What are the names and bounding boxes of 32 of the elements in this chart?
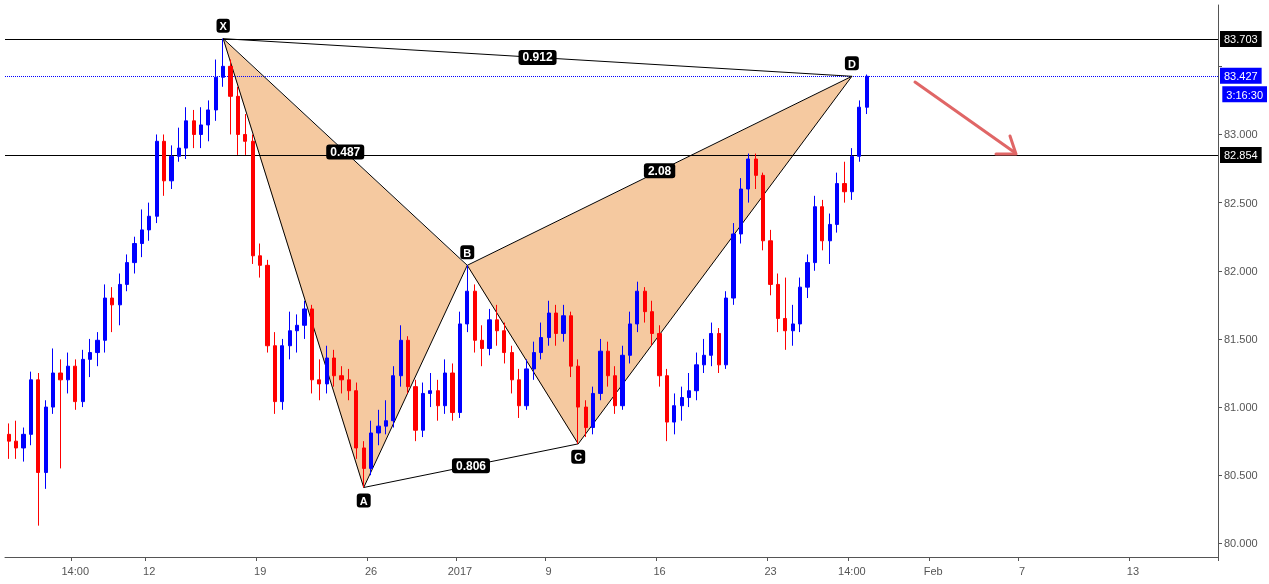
- y-tick-label: 82.000: [1224, 264, 1258, 277]
- y-tick-label: 81.000: [1224, 401, 1258, 414]
- x-tick-label: 19: [254, 564, 267, 577]
- x-tick-label: 7: [1018, 564, 1026, 577]
- ref-line-label: 82.854: [1224, 148, 1258, 161]
- ref-line-label: 83.427: [1224, 69, 1258, 82]
- x-tick-label: 23: [764, 564, 777, 577]
- y-tick-label: 83.000: [1224, 128, 1258, 141]
- annotation: 0.806: [455, 458, 487, 473]
- x-tick-label: 14:00: [61, 564, 90, 577]
- x-tick-label: 16: [653, 564, 666, 577]
- annotation: 0.487: [330, 145, 361, 159]
- x-tick-label: 14:00: [838, 564, 866, 577]
- y-tick-label: 82.500: [1224, 196, 1258, 209]
- x-tick-label: 26: [364, 564, 378, 577]
- data-label: X: [219, 20, 228, 33]
- y-tick-label: 80.500: [1224, 469, 1258, 482]
- y-tick-label: 80.000: [1224, 537, 1258, 550]
- x-tick-label: 2017: [447, 564, 473, 577]
- ref-line-label: 83.703: [1224, 33, 1258, 46]
- annotation: 0.912: [522, 50, 553, 65]
- data-label: C: [574, 451, 583, 464]
- x-tick-label: 13: [1126, 564, 1140, 577]
- annotation: 2.08: [647, 163, 672, 178]
- data-label: A: [359, 494, 368, 507]
- x-tick-label: 12: [143, 564, 156, 577]
- text: 3:16:30: [1226, 88, 1263, 101]
- x-tick-label: 9: [545, 564, 552, 577]
- data-label: B: [463, 246, 472, 259]
- y-tick-label: 81.500: [1224, 332, 1258, 345]
- data-label: D: [847, 57, 856, 70]
- x-tick-label: Feb: [923, 564, 943, 577]
